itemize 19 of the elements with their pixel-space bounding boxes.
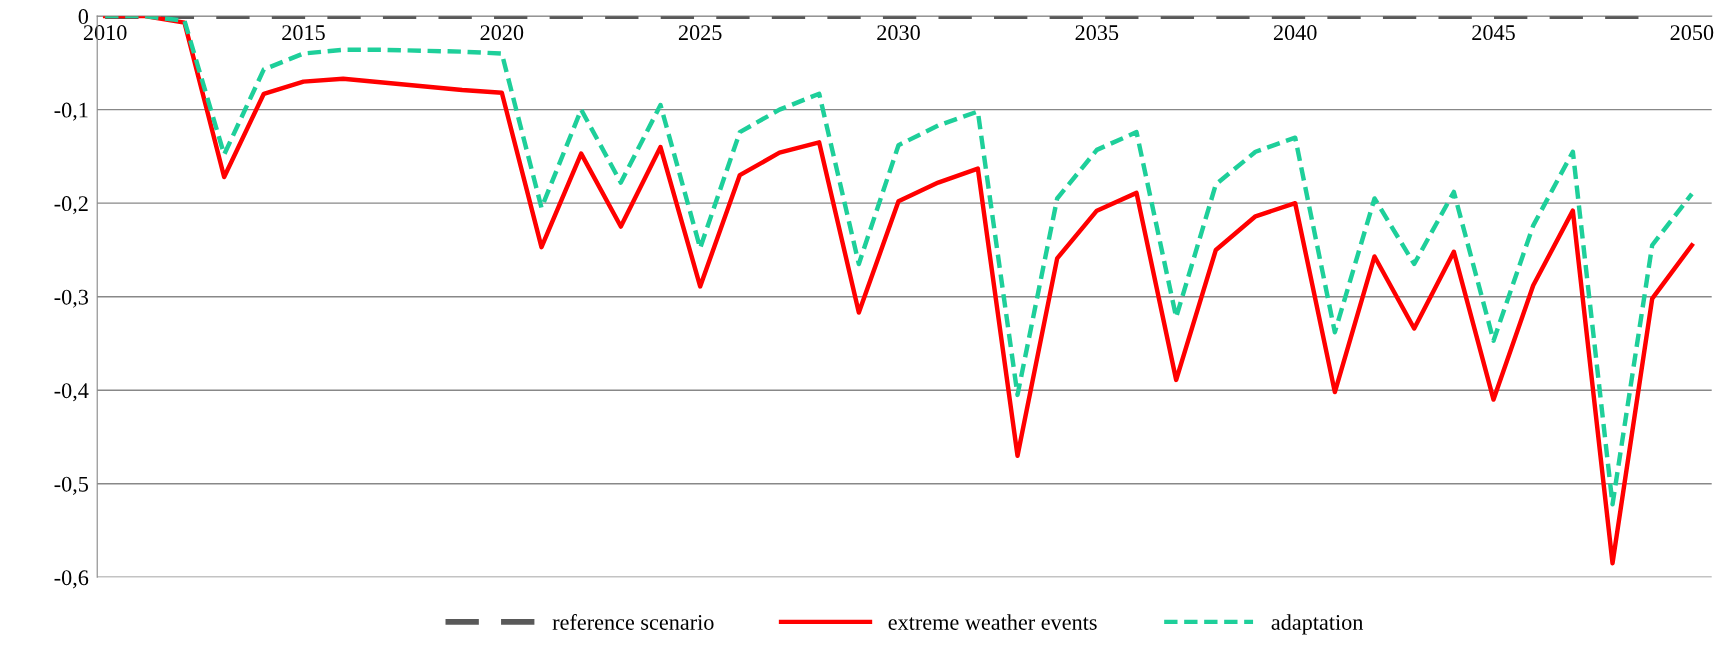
x-tick-label: 2025 — [678, 25, 722, 41]
x-tick-label: 2035 — [1075, 25, 1119, 41]
y-tick-label: -0,6 — [54, 570, 89, 589]
y-tick-label: -0,1 — [54, 102, 88, 121]
y-tick-label: -0,5 — [54, 476, 89, 495]
y-tick-label: -0,2 — [54, 196, 88, 215]
legend-label: adaptation — [1271, 614, 1364, 635]
x-tick-label: 2015 — [282, 25, 325, 41]
y-tick-label: 0 — [78, 9, 89, 25]
y-tick-label: -0,3 — [54, 289, 89, 308]
x-tick-label: 2040 — [1273, 25, 1317, 41]
x-tick-label: 2020 — [480, 25, 524, 41]
x-tick-label: 2010 — [83, 25, 127, 41]
x-tick-label: 2030 — [877, 25, 920, 41]
legend-label: reference scenario — [552, 614, 714, 630]
y-tick-label: -0,4 — [54, 383, 89, 402]
x-tick-label: 2050 — [1670, 25, 1714, 41]
legend-label: extreme weather events — [888, 614, 1097, 630]
x-tick-label: 2045 — [1472, 25, 1515, 41]
